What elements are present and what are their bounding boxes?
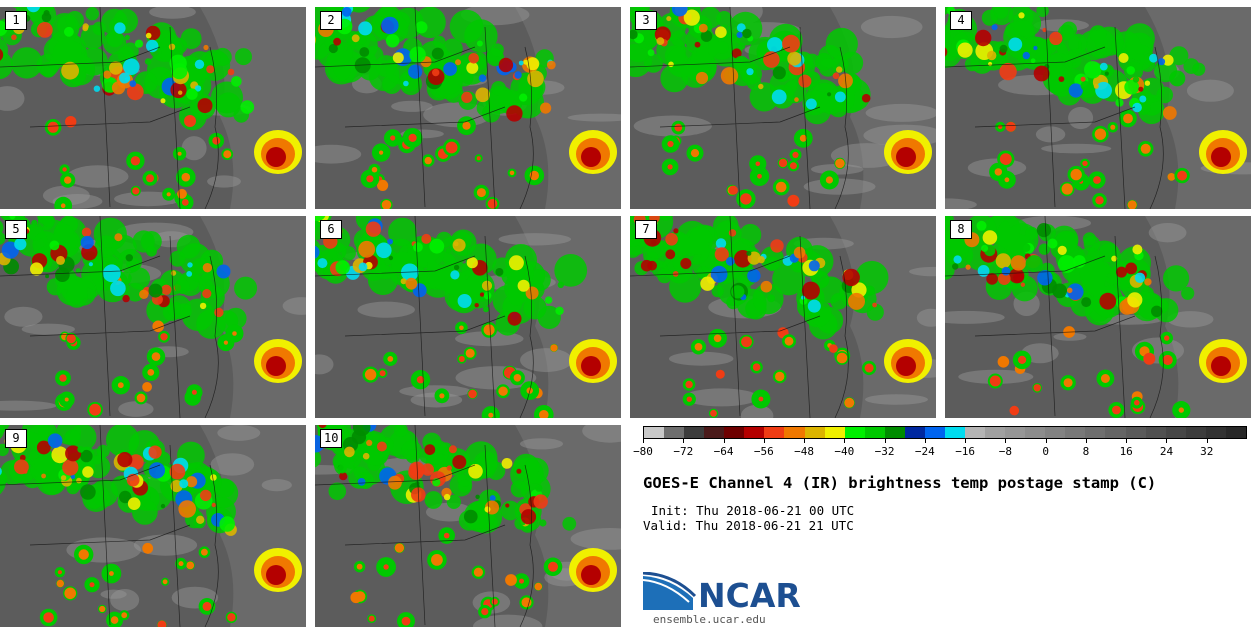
colorbar-segment bbox=[985, 427, 1006, 438]
colorbar-tick-label: −56 bbox=[753, 445, 774, 458]
colorbar-segment bbox=[824, 427, 845, 438]
colorbar-tick-label: −72 bbox=[673, 445, 694, 458]
colorbar-tick bbox=[965, 439, 967, 443]
map-panel: 6 bbox=[315, 216, 621, 418]
ncar-logo-text: NCAR bbox=[698, 576, 801, 615]
colorbar-tick bbox=[804, 439, 806, 443]
colorbar-tick-label: 32 bbox=[1200, 445, 1214, 458]
colorbar-segment bbox=[965, 427, 986, 438]
panel-number-label: 7 bbox=[635, 220, 657, 239]
colorbar-segment bbox=[724, 427, 745, 438]
colorbar-tick-label: −8 bbox=[998, 445, 1013, 458]
colorbar-tick-label: −48 bbox=[794, 445, 814, 458]
colorbar-segment bbox=[1205, 427, 1226, 438]
panel-number-label: 1 bbox=[5, 11, 27, 30]
panel-number-label: 5 bbox=[5, 220, 27, 239]
colorbar-ticks: −80 −72 −64 −56 −48 −40 −32 −24 −16 −8 0 8 16 24 32 bbox=[633, 439, 1247, 461]
map-panel: 8 bbox=[945, 216, 1251, 418]
figure-title: GOES-E Channel 4 (IR) brightness temp po… bbox=[643, 474, 1157, 492]
init-time: Init: Thu 2018-06-21 00 UTC bbox=[651, 503, 855, 518]
colorbar-tick-label: −64 bbox=[713, 445, 734, 458]
map-panel: 3 bbox=[630, 7, 936, 209]
colorbar-tick bbox=[1045, 439, 1047, 443]
colorbar bbox=[643, 426, 1247, 439]
panel-number-label: 10 bbox=[320, 429, 343, 448]
ncar-logo-icon bbox=[643, 572, 697, 610]
panel-number-label: 8 bbox=[950, 220, 972, 239]
map-panel: 2 bbox=[315, 7, 621, 209]
colorbar-segment bbox=[1185, 427, 1206, 438]
map-panel: 9 bbox=[0, 425, 306, 627]
colorbar-tick bbox=[1126, 439, 1128, 443]
colorbar-tick bbox=[1085, 439, 1087, 443]
colorbar-segment bbox=[1025, 427, 1046, 438]
colorbar-segment bbox=[644, 427, 665, 438]
colorbar-segment bbox=[664, 427, 685, 438]
colorbar-tick bbox=[723, 439, 725, 443]
colorbar-tick-label: −32 bbox=[874, 445, 895, 458]
colorbar-tick bbox=[1166, 439, 1168, 443]
panel-number-label: 6 bbox=[320, 220, 342, 239]
valid-time: Valid: Thu 2018-06-21 21 UTC bbox=[643, 518, 854, 533]
colorbar-tick bbox=[1005, 439, 1007, 443]
panel-number-label: 3 bbox=[635, 11, 657, 30]
colorbar-tick-label: −24 bbox=[914, 445, 935, 458]
colorbar-segment bbox=[784, 427, 805, 438]
colorbar-tick-label: 24 bbox=[1159, 445, 1174, 458]
colorbar-tick-label: −40 bbox=[834, 445, 855, 458]
panel-number-label: 9 bbox=[5, 429, 27, 448]
colorbar-segment bbox=[924, 427, 945, 438]
colorbar-segment bbox=[1225, 427, 1246, 438]
colorbar-segment bbox=[1105, 427, 1126, 438]
colorbar-segment bbox=[1125, 427, 1146, 438]
map-panel: 4 bbox=[945, 7, 1251, 209]
colorbar-segment bbox=[744, 427, 765, 438]
colorbar-tick bbox=[683, 439, 685, 443]
colorbar-segment bbox=[804, 427, 825, 438]
colorbar-tick bbox=[643, 439, 644, 443]
colorbar-tick bbox=[884, 439, 886, 443]
colorbar-segment bbox=[904, 427, 925, 438]
colorbar-tick-label: 0 bbox=[1042, 445, 1049, 458]
colorbar-tick-label: −80 bbox=[633, 445, 653, 458]
colorbar-segment bbox=[1085, 427, 1106, 438]
colorbar-tick bbox=[924, 439, 926, 443]
colorbar-segment bbox=[844, 427, 865, 438]
source-url: ensemble.ucar.edu bbox=[653, 613, 766, 626]
colorbar-segment bbox=[1005, 427, 1026, 438]
panel-number-label: 2 bbox=[320, 11, 342, 30]
colorbar-segment bbox=[1045, 427, 1066, 438]
colorbar-segment bbox=[764, 427, 785, 438]
colorbar-segment bbox=[944, 427, 965, 438]
colorbar-tick-label: −16 bbox=[955, 445, 976, 458]
colorbar-tick bbox=[763, 439, 765, 443]
colorbar-segment bbox=[684, 427, 705, 438]
colorbar-tick bbox=[844, 439, 846, 443]
panel-number-label: 4 bbox=[950, 11, 972, 30]
colorbar-segment bbox=[704, 427, 725, 438]
colorbar-tick-label: 8 bbox=[1082, 445, 1090, 458]
colorbar-segment bbox=[1145, 427, 1166, 438]
map-panel: 5 bbox=[0, 216, 306, 418]
map-panel: 1 bbox=[0, 7, 306, 209]
map-panel: 10 bbox=[315, 425, 621, 627]
colorbar-segment bbox=[1065, 427, 1086, 438]
colorbar-segment bbox=[864, 427, 885, 438]
colorbar-segment bbox=[884, 427, 905, 438]
colorbar-tick-label: 16 bbox=[1119, 445, 1133, 458]
colorbar-segment bbox=[1165, 427, 1186, 438]
colorbar-tick bbox=[1206, 439, 1208, 443]
map-panel: 7 bbox=[630, 216, 936, 418]
